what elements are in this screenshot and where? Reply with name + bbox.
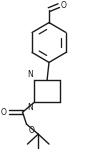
Text: O: O — [61, 1, 67, 10]
Text: N: N — [28, 70, 33, 79]
Text: O: O — [1, 108, 7, 117]
Text: N: N — [28, 103, 33, 112]
Text: O: O — [28, 126, 34, 135]
